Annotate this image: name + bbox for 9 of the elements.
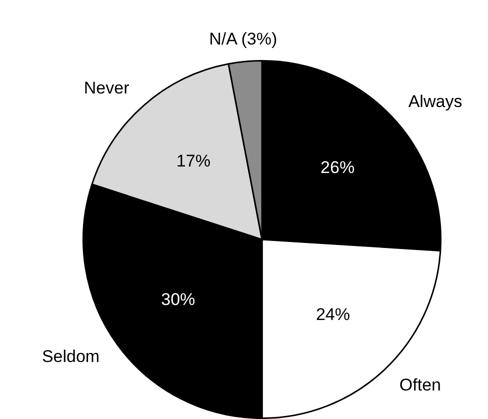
slice-label: Never: [84, 78, 130, 98]
slice-label: Seldom: [42, 347, 100, 366]
slice-label: Often: [399, 376, 442, 395]
slice-label: N/A (3%): [209, 29, 278, 48]
data-label: 26%: [320, 158, 355, 178]
slice-label: Always: [408, 92, 462, 111]
data-label: 30%: [161, 290, 196, 310]
data-label: 24%: [316, 304, 350, 324]
data-label: 17%: [176, 151, 210, 170]
